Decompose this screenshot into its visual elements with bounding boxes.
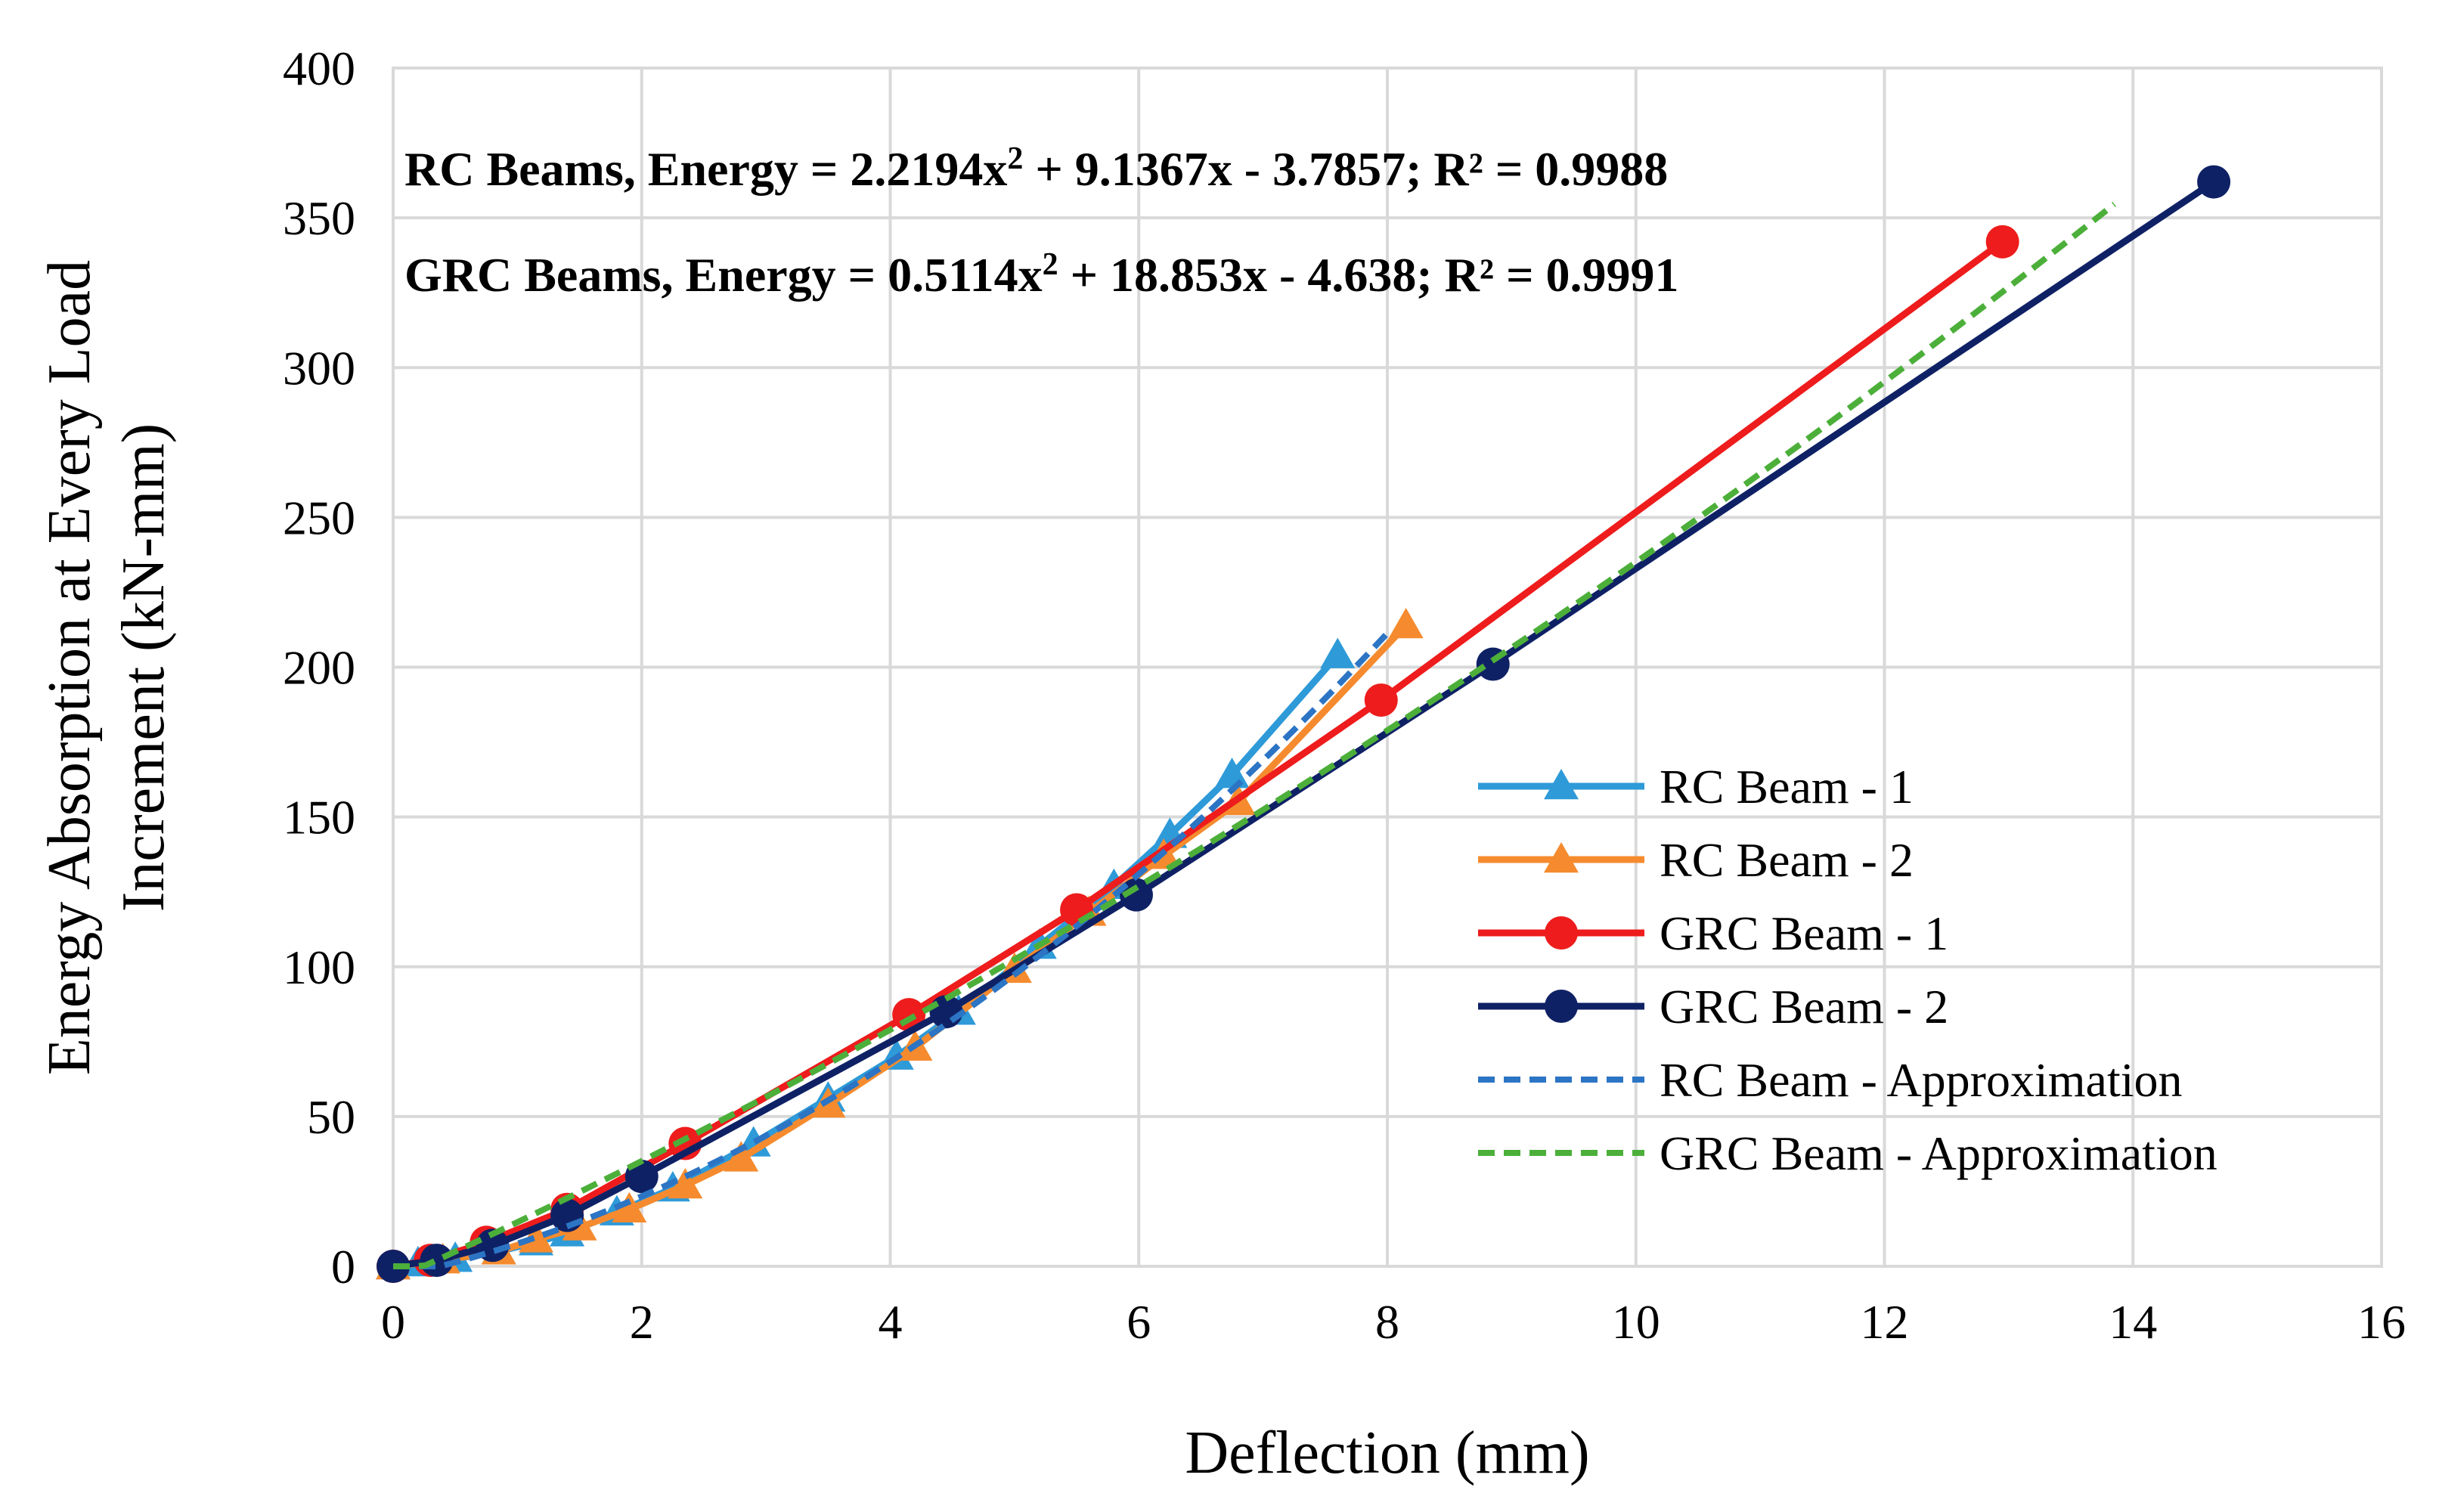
y-tick-label: 50 [307, 1090, 355, 1144]
legend: RC Beam - 1 RC Beam - 2 GRC Beam - 1 GRC Be… [1478, 760, 2217, 1180]
y-tick-label: 300 [283, 341, 355, 395]
y-tick-label: 250 [283, 491, 355, 544]
y-tick-label: 150 [283, 791, 355, 844]
data-point-rc-beam-1 [1320, 637, 1356, 668]
x-axis-title: Deflection (mm) [1185, 1420, 1589, 1486]
x-tick-label: 0 [381, 1295, 405, 1349]
y-axis-title-line-1: Energy Absorption at Every Load [36, 260, 103, 1075]
series-grc-beam-1 [377, 225, 2019, 1283]
series-rc-beam-1 [376, 637, 1356, 1280]
legend-label: GRC Beam - 2 [1660, 980, 1948, 1033]
series-rc-beam-2 [376, 608, 1424, 1280]
x-tick-labels: 0 2 4 6 8 10 12 14 16 [381, 1295, 2406, 1349]
series-line-grc-beam-approximation [393, 201, 2117, 1269]
x-tick-label: 6 [1127, 1295, 1151, 1349]
series-layer [376, 165, 2231, 1283]
data-point-rc-beam-1 [1214, 758, 1250, 789]
data-point-grc-beam-2 [2197, 165, 2231, 199]
series-grc-beam-approximation [393, 201, 2117, 1269]
legend-label: GRC Beam - 1 [1660, 906, 1948, 960]
y-tick-label: 100 [283, 940, 355, 994]
y-tick-labels: 0 50 100 150 200 250 300 350 400 [283, 42, 355, 1294]
x-tick-label: 4 [879, 1295, 903, 1349]
y-tick-label: 350 [283, 191, 355, 245]
x-tick-label: 16 [2357, 1295, 2406, 1349]
data-point-rc-beam-2 [612, 1191, 647, 1222]
legend-marker [1544, 769, 1579, 800]
data-point-rc-beam-2 [724, 1141, 759, 1172]
x-tick-label: 8 [1375, 1295, 1399, 1349]
series-line-rc-beam-2 [392, 622, 1409, 1270]
x-tick-label: 14 [2109, 1295, 2157, 1349]
data-point-rc-beam-2 [668, 1168, 703, 1199]
legend-item-grc-beam-2: GRC Beam - 2 [1478, 980, 1948, 1033]
data-point-grc-beam-2 [420, 1244, 454, 1278]
legend-item-rc-beam-approximation: RC Beam - Approximation [1478, 1053, 2183, 1107]
y-tick-label: 400 [283, 42, 355, 95]
data-point-grc-beam-1 [1364, 683, 1398, 717]
legend-marker [1545, 916, 1578, 950]
y-tick-label: 200 [283, 641, 355, 695]
x-tick-label: 10 [1612, 1295, 1660, 1349]
legend-label: RC Beam - 2 [1660, 833, 1914, 887]
data-point-rc-beam-2 [1388, 608, 1424, 639]
series-line-grc-beam-1 [392, 239, 2005, 1270]
grid [393, 68, 2382, 1266]
legend-item-grc-beam-approximation: GRC Beam - Approximation [1478, 1126, 2217, 1180]
plot-area-border [392, 67, 2383, 1268]
data-point-rc-beam-2 [519, 1222, 554, 1253]
legend-label: RC Beam - Approximation [1660, 1053, 2183, 1107]
legend-item-grc-beam-1: GRC Beam - 1 [1478, 906, 1948, 960]
series-rc-beam-approximation [393, 631, 1390, 1269]
data-point-grc-beam-2 [929, 995, 963, 1029]
series-line-rc-beam-approximation [393, 631, 1390, 1269]
data-point-grc-beam-1 [1985, 225, 2019, 259]
rc-equation-annotation: RC Beams, Energy = 2.2194x2 + 9.1367x - … [404, 141, 1668, 196]
series-line-rc-beam-1 [392, 652, 1340, 1270]
legend-item-rc-beam-1: RC Beam - 1 [1478, 760, 1914, 813]
legend-label: GRC Beam - Approximation [1660, 1126, 2217, 1180]
y-axis-title-line-2: Increment (kN-mm) [110, 423, 177, 912]
data-point-grc-beam-2 [550, 1198, 584, 1232]
grc-equation-annotation: GRC Beams, Energy = 0.5114x2 + 18.853x -… [404, 247, 1679, 302]
legend-item-rc-beam-2: RC Beam - 2 [1478, 833, 1914, 887]
x-tick-label: 12 [1861, 1295, 1909, 1349]
y-axis-title: Energy Absorption at Every Load Incremen… [36, 260, 177, 1075]
legend-label: RC Beam - 1 [1660, 760, 1914, 813]
x-tick-label: 2 [630, 1295, 654, 1349]
legend-marker [1544, 842, 1579, 873]
legend-marker [1545, 990, 1578, 1023]
y-tick-label: 0 [331, 1240, 355, 1294]
